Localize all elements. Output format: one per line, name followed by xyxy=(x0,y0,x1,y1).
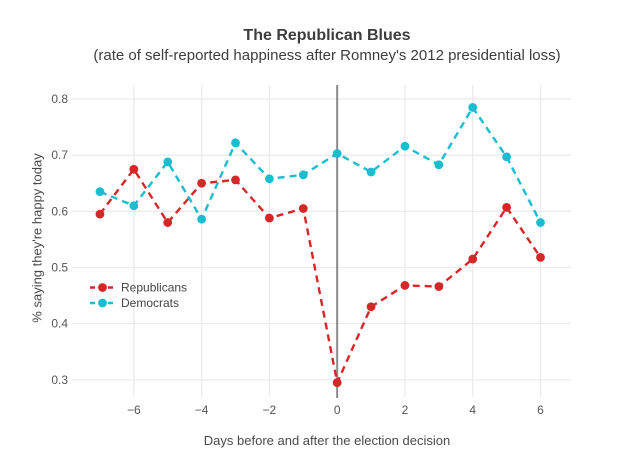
data-point-republicans-day5 xyxy=(502,203,512,212)
plot-area[interactable] xyxy=(83,85,571,391)
legend-item-democrats[interactable]: Democrats xyxy=(90,296,179,310)
data-point-republicans-day-6 xyxy=(129,164,139,174)
y-tick-label: 0.8 xyxy=(51,92,68,106)
data-point-democrats-day1 xyxy=(366,167,376,177)
data-point-republicans-day-3 xyxy=(231,175,240,185)
x-tick-label: −6 xyxy=(127,403,141,417)
data-point-democrats-day3 xyxy=(434,160,444,170)
data-point-republicans-day0 xyxy=(332,378,342,387)
data-point-democrats-day6 xyxy=(536,218,545,227)
y-tick-label: 0.4 xyxy=(51,317,68,331)
data-point-democrats-day-2 xyxy=(264,174,274,184)
data-point-republicans-day2 xyxy=(400,281,410,290)
data-point-republicans-day4 xyxy=(468,254,478,264)
legend-marker-sample xyxy=(98,298,107,308)
data-point-democrats-day4 xyxy=(468,103,478,112)
data-point-democrats-day-5 xyxy=(163,157,173,167)
data-point-republicans-day1 xyxy=(366,302,376,312)
legend-marker-sample xyxy=(98,283,107,292)
data-point-democrats-day-4 xyxy=(197,214,207,224)
data-point-republicans-day-7 xyxy=(95,209,105,219)
data-point-democrats-day0 xyxy=(332,149,342,158)
x-tick-label: 4 xyxy=(469,403,476,417)
series-line-democrats xyxy=(99,105,542,224)
data-point-republicans-day-2 xyxy=(264,213,274,223)
y-axis-title: % saying they're happy today xyxy=(29,153,45,323)
data-point-democrats-day2 xyxy=(400,141,410,151)
legend-label: Democrats xyxy=(121,296,179,310)
x-tick-label: 0 xyxy=(334,403,341,417)
y-tick-label: 0.7 xyxy=(51,148,68,162)
x-tick-label: −4 xyxy=(195,403,209,417)
series-line-republicans xyxy=(98,167,542,387)
y-tick-label: 0.5 xyxy=(51,260,68,274)
x-tick-label: 6 xyxy=(537,403,544,417)
data-point-republicans-day6 xyxy=(536,252,545,262)
data-point-republicans-day-5 xyxy=(163,218,173,227)
data-point-democrats-day-7 xyxy=(95,187,105,197)
chart-subtitle: (rate of self-reported happiness after R… xyxy=(93,47,561,64)
data-point-republicans-day3 xyxy=(434,282,444,291)
data-point-democrats-day-3 xyxy=(231,138,240,148)
legend-item-republicans[interactable]: Republicans xyxy=(90,281,187,295)
x-axis-title: Days before and after the election decis… xyxy=(203,433,451,448)
legend-label: Republicans xyxy=(121,281,187,295)
y-tick-label: 0.6 xyxy=(51,204,68,218)
y-tick-label: 0.3 xyxy=(51,373,68,387)
data-point-republicans-day-4 xyxy=(197,178,207,188)
x-tick-label: 2 xyxy=(402,403,409,417)
data-point-democrats-day-6 xyxy=(129,201,139,211)
x-tick-label: −2 xyxy=(263,403,277,417)
chart-title: The Republican Blues xyxy=(243,27,411,44)
data-point-democrats-day5 xyxy=(502,152,512,162)
data-point-republicans-day-1 xyxy=(298,204,308,213)
data-point-democrats-day-1 xyxy=(298,170,308,180)
